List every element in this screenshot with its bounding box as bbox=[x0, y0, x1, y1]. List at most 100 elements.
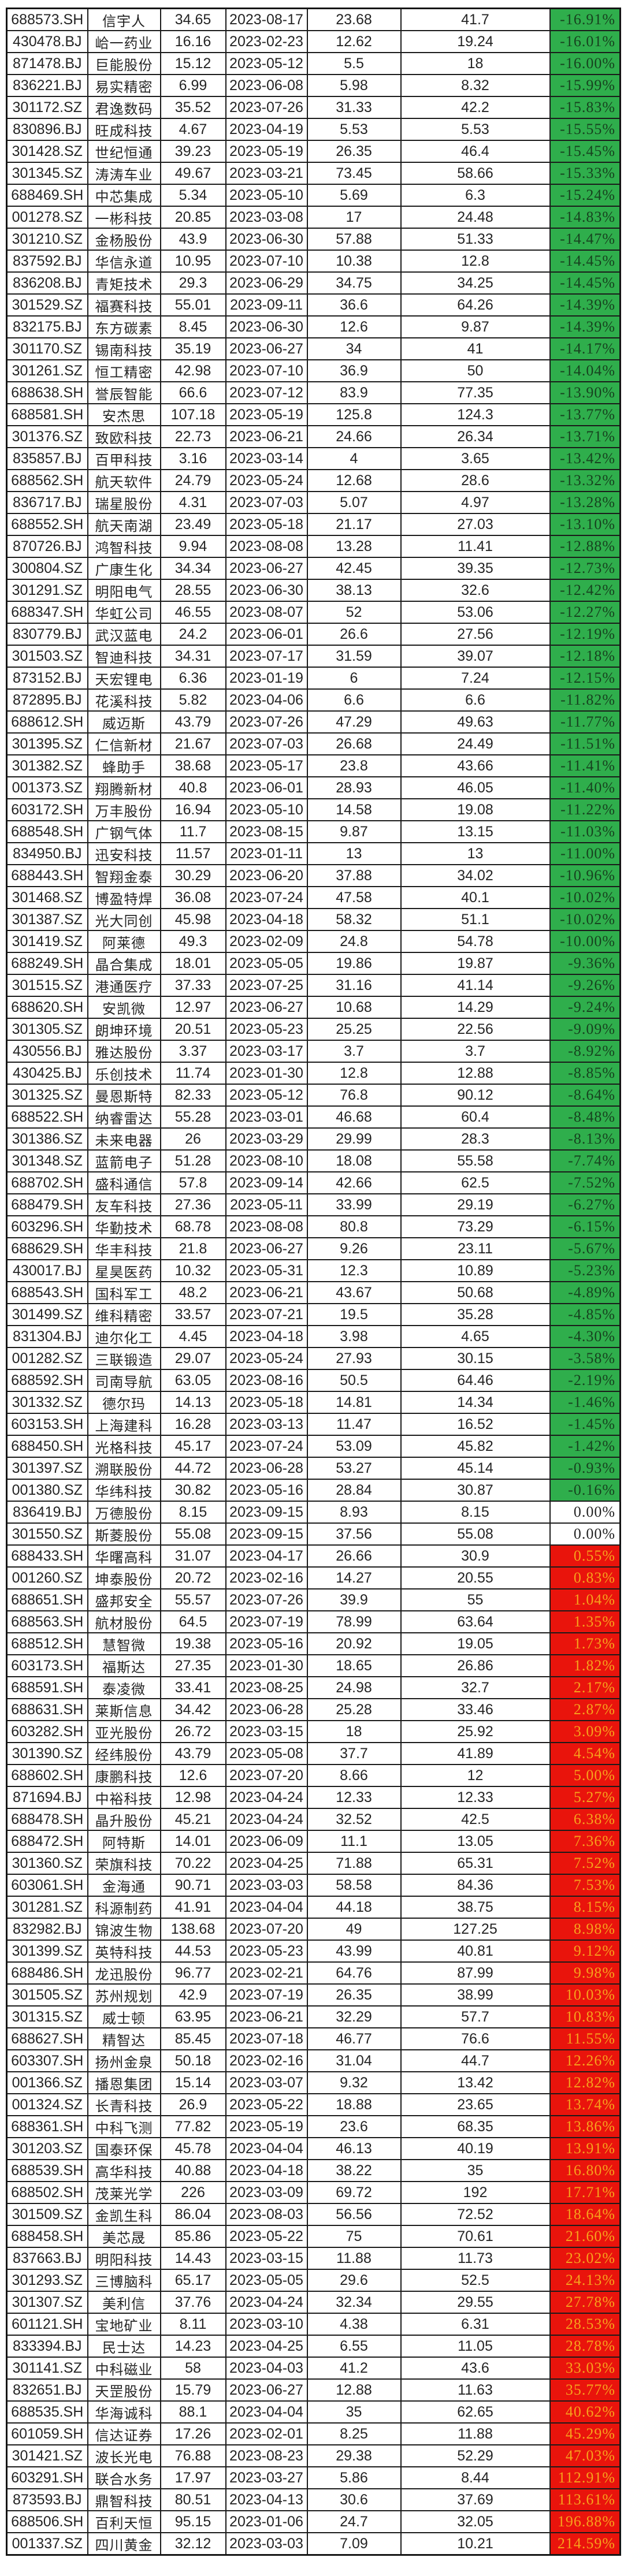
table-row: 688502.SH 茂莱光学 226 2023-03-09 69.72 192 17.71% bbox=[6, 2181, 621, 2204]
table-row: 430425.BJ 乐创技术 11.74 2023-01-30 12.8 12.88 -8.… bbox=[6, 1062, 621, 1085]
value2-cell: 58.66 bbox=[400, 162, 551, 185]
date-cell: 2023-09-11 bbox=[225, 293, 308, 317]
value2-cell: 6.6 bbox=[400, 688, 551, 712]
value1-cell: 14.27 bbox=[306, 1566, 402, 1589]
price-cell: 40.88 bbox=[159, 2159, 226, 2182]
value1-cell: 12.8 bbox=[306, 1062, 402, 1085]
date-cell: 2023-07-18 bbox=[225, 2027, 308, 2050]
stock-code-cell: 688502.SH bbox=[6, 2181, 88, 2204]
value1-cell: 37.7 bbox=[306, 1742, 402, 1765]
stock-code-cell: 688433.SH bbox=[6, 1544, 88, 1568]
date-cell: 2023-09-15 bbox=[225, 1522, 308, 1546]
price-cell: 42.9 bbox=[159, 1983, 226, 2007]
table-row: 430556.BJ 雅达股份 3.37 2023-03-17 3.7 3.7 -8.92% bbox=[6, 1040, 621, 1063]
value2-cell: 124.3 bbox=[400, 403, 551, 426]
value1-cell: 71.88 bbox=[306, 1852, 402, 1875]
price-cell: 14.01 bbox=[159, 1830, 226, 1853]
table-row: 688472.SH 阿特斯 14.01 2023-06-09 11.1 13.05 7.36… bbox=[6, 1830, 621, 1853]
price-cell: 4.31 bbox=[159, 491, 226, 514]
date-cell: 2023-03-10 bbox=[225, 2313, 308, 2336]
value2-cell: 13 bbox=[400, 842, 551, 865]
value2-cell: 6.3 bbox=[400, 184, 551, 207]
table-row: 301529.SZ 福赛科技 55.01 2023-09-11 36.6 64.26 -14… bbox=[6, 293, 621, 317]
table-row: 001324.SZ 长青科技 26.9 2023-05-22 18.88 23.65 13.… bbox=[6, 2093, 621, 2116]
value1-cell: 25.28 bbox=[306, 1698, 402, 1721]
stock-code-cell: 873152.BJ bbox=[6, 667, 88, 690]
date-cell: 2023-08-03 bbox=[225, 2203, 308, 2226]
stock-name-cell: 上海建科 bbox=[87, 1413, 161, 1436]
date-cell: 2023-02-09 bbox=[225, 930, 308, 953]
change-cell: -15.45% bbox=[549, 140, 621, 163]
stock-name-cell: 溯联股份 bbox=[87, 1457, 161, 1480]
date-cell: 2023-05-31 bbox=[225, 1259, 308, 1282]
value2-cell: 28.6 bbox=[400, 469, 551, 492]
stock-name-cell: 金凯生科 bbox=[87, 2203, 161, 2226]
value2-cell: 11.63 bbox=[400, 2378, 551, 2402]
price-cell: 90.71 bbox=[159, 1874, 226, 1897]
value2-cell: 40.1 bbox=[400, 886, 551, 909]
date-cell: 2023-06-21 bbox=[225, 425, 308, 448]
change-cell: -12.42% bbox=[549, 579, 621, 602]
stock-code-cell: 688443.SH bbox=[6, 864, 88, 887]
value1-cell: 11.88 bbox=[306, 2247, 402, 2270]
stock-name-cell: 福赛科技 bbox=[87, 293, 161, 317]
value2-cell: 62.5 bbox=[400, 1171, 551, 1194]
date-cell: 2023-07-19 bbox=[225, 1983, 308, 2007]
stock-name-cell: 晶合集成 bbox=[87, 952, 161, 975]
date-cell: 2023-07-17 bbox=[225, 645, 308, 668]
price-cell: 45.17 bbox=[159, 1435, 226, 1458]
date-cell: 2023-05-19 bbox=[225, 140, 308, 163]
stock-code-cell: 301210.SZ bbox=[6, 228, 88, 251]
value2-cell: 26.86 bbox=[400, 1654, 551, 1677]
stock-code-cell: 301399.SZ bbox=[6, 1940, 88, 1963]
price-cell: 55.08 bbox=[159, 1522, 226, 1546]
value1-cell: 49 bbox=[306, 1918, 402, 1941]
price-cell: 29.07 bbox=[159, 1347, 226, 1370]
value1-cell: 32.34 bbox=[306, 2291, 402, 2314]
change-cell: -8.48% bbox=[549, 1105, 621, 1129]
change-cell: -14.47% bbox=[549, 228, 621, 251]
stock-name-cell: 经纬股份 bbox=[87, 1742, 161, 1765]
value2-cell: 63.64 bbox=[400, 1610, 551, 1633]
stock-name-cell: 誉辰智能 bbox=[87, 381, 161, 404]
value2-cell: 26.34 bbox=[400, 425, 551, 448]
value1-cell: 12.68 bbox=[306, 469, 402, 492]
date-cell: 2023-07-26 bbox=[225, 710, 308, 734]
value1-cell: 47.29 bbox=[306, 710, 402, 734]
price-cell: 68.78 bbox=[159, 1215, 226, 1238]
date-cell: 2023-05-16 bbox=[225, 1632, 308, 1655]
value1-cell: 4.38 bbox=[306, 2313, 402, 2336]
date-cell: 2023-06-27 bbox=[225, 1237, 308, 1260]
stock-name-cell: 中裕科技 bbox=[87, 1786, 161, 1809]
price-cell: 49.3 bbox=[159, 930, 226, 953]
date-cell: 2023-03-14 bbox=[225, 447, 308, 470]
value1-cell: 37.56 bbox=[306, 1522, 402, 1546]
date-cell: 2023-07-20 bbox=[225, 1764, 308, 1787]
stock-code-cell: 873593.BJ bbox=[6, 2488, 88, 2511]
change-cell: 9.98% bbox=[549, 1961, 621, 1985]
table-row: 688450.SH 光格科技 45.17 2023-07-24 53.09 45.82 -1… bbox=[6, 1435, 621, 1458]
value2-cell: 10.89 bbox=[400, 1259, 551, 1282]
change-cell: -14.83% bbox=[549, 206, 621, 229]
value1-cell: 19.86 bbox=[306, 952, 402, 975]
date-cell: 2023-07-03 bbox=[225, 491, 308, 514]
price-cell: 37.33 bbox=[159, 974, 226, 997]
stock-name-cell: 三博脑科 bbox=[87, 2269, 161, 2292]
value1-cell: 13 bbox=[306, 842, 402, 865]
change-cell: -4.30% bbox=[549, 1325, 621, 1348]
date-cell: 2023-07-10 bbox=[225, 250, 308, 273]
stock-name-cell: 智翔金泰 bbox=[87, 864, 161, 887]
value2-cell: 11.88 bbox=[400, 2422, 551, 2445]
stock-name-cell: 华丰科技 bbox=[87, 1237, 161, 1260]
stock-name-cell: 华信永道 bbox=[87, 250, 161, 273]
stock-name-cell: 晶升股份 bbox=[87, 1808, 161, 1831]
date-cell: 2023-08-15 bbox=[225, 820, 308, 843]
stock-name-cell: 天罡股份 bbox=[87, 2378, 161, 2402]
change-cell: -15.55% bbox=[549, 118, 621, 141]
stock-code-cell: 688535.SH bbox=[6, 2400, 88, 2424]
stock-code-cell: 301315.SZ bbox=[6, 2005, 88, 2028]
date-cell: 2023-02-23 bbox=[225, 30, 308, 53]
stock-code-cell: 688602.SH bbox=[6, 1764, 88, 1787]
value2-cell: 34.02 bbox=[400, 864, 551, 887]
stock-code-cell: 301293.SZ bbox=[6, 2269, 88, 2292]
